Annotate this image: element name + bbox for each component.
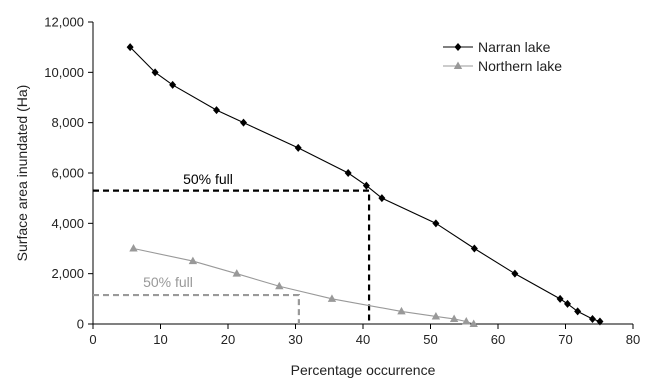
legend-label: Northern lake — [478, 58, 562, 74]
legend-item: Narran lake — [443, 39, 551, 55]
x-tick-label: 50 — [423, 332, 437, 347]
y-tick-label: 6,000 — [51, 166, 84, 181]
data-point — [378, 194, 386, 203]
series-group — [126, 43, 604, 327]
data-point — [470, 244, 478, 253]
data-point — [129, 244, 138, 252]
data-point — [589, 314, 596, 323]
data-point — [556, 294, 564, 303]
annotations: 50% full 50% full — [143, 171, 233, 290]
legend-label: Narran lake — [478, 39, 551, 55]
data-point — [169, 80, 177, 89]
data-point — [596, 317, 604, 326]
data-point — [462, 316, 471, 325]
data-point — [432, 219, 440, 228]
data-point — [511, 269, 519, 278]
x-tick-label: 70 — [558, 332, 572, 347]
y-tick-label: 8,000 — [51, 115, 84, 130]
x-tick-label: 80 — [626, 332, 640, 347]
legend-marker — [453, 61, 463, 69]
data-point — [240, 118, 248, 127]
narran-50-full-guide — [93, 189, 371, 324]
x-tick-label: 20 — [221, 332, 235, 347]
y-axis-title: Surface area inundated (Ha) — [14, 85, 30, 262]
data-point — [188, 256, 198, 265]
data-point — [362, 181, 370, 190]
series-line — [133, 247, 474, 325]
y-tick-label: 2,000 — [51, 266, 84, 281]
x-tick-label: 0 — [89, 332, 96, 347]
reference-lines — [93, 189, 371, 324]
x-axis-title: Percentage occurrence — [291, 362, 436, 378]
y-tick-label: 12,000 — [44, 15, 84, 30]
data-point — [151, 68, 159, 77]
legend-marker — [454, 43, 462, 51]
data-point — [344, 169, 352, 177]
y-tick-label: 4,000 — [51, 216, 84, 231]
data-point — [449, 314, 459, 322]
series-northern-lake — [129, 244, 478, 327]
x-tick-label: 40 — [356, 332, 370, 347]
data-point — [397, 306, 406, 315]
data-point — [564, 299, 572, 308]
data-point — [275, 281, 284, 290]
series-narran-lake — [126, 43, 604, 326]
annotation-50-full: 50% full — [143, 274, 193, 290]
data-point — [574, 307, 582, 316]
x-tick-label: 60 — [491, 332, 505, 347]
data-point — [126, 43, 134, 52]
data-point — [431, 311, 441, 320]
y-tick-label: 0 — [77, 317, 84, 332]
data-point — [327, 294, 337, 302]
northern-50-full-guide — [93, 293, 300, 324]
annotation-50-full: 50% full — [183, 171, 233, 187]
data-point — [469, 319, 478, 327]
data-point — [294, 143, 302, 152]
axes: 0 10 20 30 40 50 60 70 80 0 2,000 4,000 6,000 8,000 10… — [44, 15, 640, 348]
data-point — [213, 106, 221, 115]
x-tick-label: 10 — [153, 332, 167, 347]
x-tick-label: 30 — [288, 332, 302, 347]
data-point — [232, 269, 241, 277]
legend: Narran lake Northern lake — [443, 39, 562, 74]
legend-item: Northern lake — [443, 58, 562, 74]
y-tick-label: 10,000 — [44, 65, 84, 80]
